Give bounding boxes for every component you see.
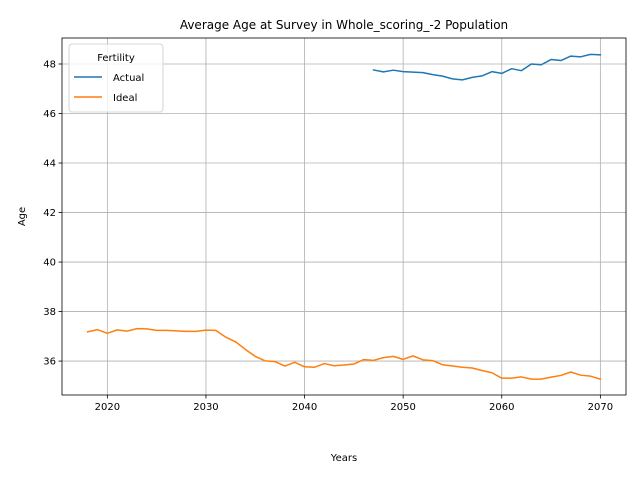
y-axis-label: Age bbox=[17, 207, 28, 226]
y-tick-label: 48 bbox=[43, 59, 56, 70]
x-tick-label: 2020 bbox=[95, 402, 120, 413]
legend-entries: Actual Ideal bbox=[74, 73, 144, 104]
legend: Fertility Actual Ideal bbox=[68, 43, 164, 113]
series-line-actual bbox=[372, 53, 602, 81]
series-line-ideal bbox=[86, 327, 602, 381]
y-tick-label: 40 bbox=[43, 258, 56, 269]
axis-ticks: 2020 2030 2040 2050 2060 2070 36 38 40 42 44 46 48 bbox=[43, 59, 613, 413]
legend-label-actual: Actual bbox=[113, 73, 144, 84]
legend-box bbox=[68, 43, 164, 113]
x-tick-label: 2050 bbox=[390, 402, 415, 413]
x-tick-label: 2060 bbox=[489, 402, 514, 413]
x-tick-label: 2040 bbox=[292, 402, 317, 413]
grid-lines bbox=[62, 38, 626, 395]
plot-frame bbox=[61, 37, 627, 396]
legend-title: Fertility bbox=[97, 53, 135, 64]
series-layer bbox=[86, 53, 602, 381]
y-tick-label: 38 bbox=[43, 307, 56, 318]
x-tick-label: 2070 bbox=[588, 402, 613, 413]
chart-title: Average Age at Survey in Whole_scoring_-… bbox=[180, 18, 508, 32]
y-tick-label: 44 bbox=[43, 159, 56, 170]
x-tick-label: 2030 bbox=[193, 402, 218, 413]
y-tick-label: 36 bbox=[43, 357, 56, 368]
legend-label-ideal: Ideal bbox=[113, 93, 137, 104]
x-axis-label: Years bbox=[330, 453, 357, 464]
y-tick-label: 42 bbox=[43, 208, 56, 219]
y-tick-label: 46 bbox=[43, 109, 56, 120]
